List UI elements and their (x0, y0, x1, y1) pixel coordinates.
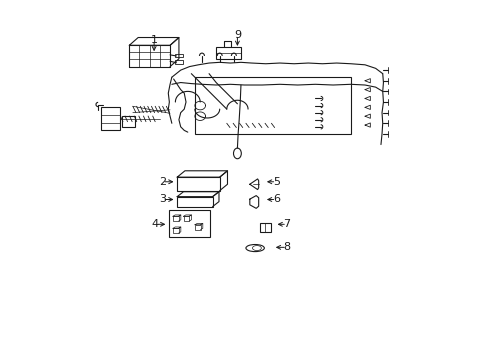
Bar (183, 216, 189, 221)
Bar (177, 177, 219, 191)
Bar (175, 60, 183, 64)
Text: 6: 6 (272, 194, 279, 204)
Bar (260, 224, 270, 232)
Text: 7: 7 (283, 219, 290, 229)
Text: 4: 4 (151, 219, 159, 229)
Bar (101, 107, 120, 130)
Bar (169, 210, 209, 238)
Text: 1: 1 (150, 35, 157, 45)
Bar (173, 228, 178, 233)
Bar (173, 216, 178, 221)
Bar (122, 116, 134, 127)
Bar (216, 47, 241, 59)
Text: 9: 9 (233, 30, 241, 40)
Bar (175, 54, 183, 57)
Text: 2: 2 (159, 177, 165, 187)
Bar (195, 225, 200, 230)
Text: 5: 5 (272, 177, 279, 187)
Text: 3: 3 (159, 194, 165, 204)
Text: 8: 8 (283, 242, 290, 252)
Bar (195, 77, 350, 134)
Bar (177, 197, 212, 207)
